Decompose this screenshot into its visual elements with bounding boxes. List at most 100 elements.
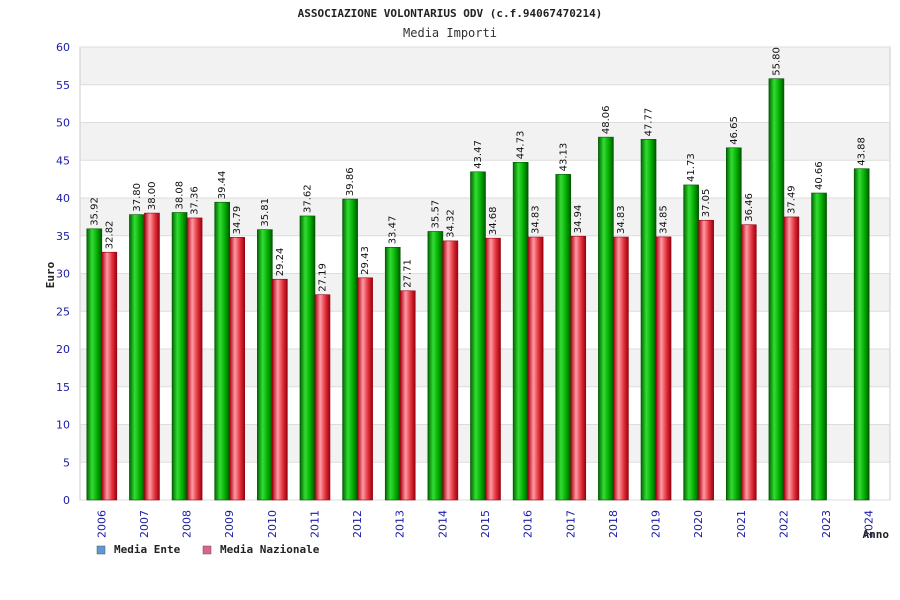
y-tick-label: 50 xyxy=(56,117,70,130)
y-tick-label: 15 xyxy=(56,381,70,394)
value-label: 47.77 xyxy=(644,108,655,137)
y-tick-label: 25 xyxy=(56,305,70,318)
bar-media-ente-2018 xyxy=(598,136,614,501)
x-axis-label: Anno xyxy=(863,528,890,541)
plot-band xyxy=(80,84,890,123)
value-label: 38.00 xyxy=(147,181,158,210)
value-label: 35.81 xyxy=(260,198,271,227)
bar-media-ente-2023 xyxy=(811,192,827,501)
value-label: 40.66 xyxy=(814,161,825,190)
x-tick-label: 2009 xyxy=(223,510,236,538)
bars xyxy=(86,78,870,501)
bar-media-nazionale-2015 xyxy=(485,237,501,501)
y-tick-label: 0 xyxy=(63,494,70,507)
x-tick-label: 2016 xyxy=(522,510,535,538)
y-tick-label: 40 xyxy=(56,192,70,205)
bar-media-nazionale-2009 xyxy=(229,237,246,501)
x-tick-label: 2019 xyxy=(650,510,663,538)
bar-media-ente-2011 xyxy=(299,215,316,501)
x-tick-label: 2018 xyxy=(607,510,620,538)
bar-media-nazionale-2019 xyxy=(655,236,672,501)
x-tick-label: 2022 xyxy=(777,510,790,538)
bar-media-ente-2019 xyxy=(640,139,657,501)
plot-band xyxy=(80,122,890,161)
x-tick-label: 2020 xyxy=(692,510,705,538)
bar-media-nazionale-2006 xyxy=(101,251,118,501)
value-label: 41.73 xyxy=(686,153,697,182)
x-tick-label: 2007 xyxy=(138,510,151,538)
value-label: 43.13 xyxy=(558,143,569,172)
x-tick-label: 2014 xyxy=(436,510,449,538)
bar-media-ente-2014 xyxy=(427,231,444,501)
bar-media-nazionale-2012 xyxy=(357,277,373,501)
bar-media-nazionale-2017 xyxy=(570,235,587,501)
value-label: 33.47 xyxy=(388,216,399,245)
bar-media-ente-2006 xyxy=(86,228,103,501)
value-label: 37.36 xyxy=(190,186,201,215)
value-label: 34.94 xyxy=(573,205,584,234)
bar-media-ente-2024 xyxy=(853,168,870,501)
value-label: 37.05 xyxy=(701,189,712,218)
x-tick-label: 2017 xyxy=(564,510,577,538)
legend-swatch-media-nazionale xyxy=(202,545,212,555)
bar-media-nazionale-2018 xyxy=(613,236,629,501)
bar-media-ente-2022 xyxy=(768,78,785,501)
chart-subtitle: Media Importi xyxy=(403,26,497,40)
bar-media-nazionale-2013 xyxy=(399,290,416,501)
y-tick-label: 10 xyxy=(56,419,70,432)
value-label: 29.43 xyxy=(360,246,371,275)
value-label: 37.62 xyxy=(302,184,313,213)
bar-media-ente-2012 xyxy=(342,198,358,501)
value-label: 29.24 xyxy=(275,248,286,277)
value-label: 35.57 xyxy=(430,200,441,229)
value-label: 55.80 xyxy=(771,47,782,76)
bar-media-nazionale-2020 xyxy=(698,219,714,501)
y-tick-label: 5 xyxy=(63,456,70,469)
y-tick-label: 60 xyxy=(56,41,70,54)
bar-media-nazionale-2007 xyxy=(144,212,160,501)
y-tick-label: 20 xyxy=(56,343,70,356)
bar-media-ente-2016 xyxy=(512,161,529,501)
bar-media-nazionale-2011 xyxy=(314,294,331,501)
legend-label-media-ente: Media Ente xyxy=(114,543,181,556)
x-tick-label: 2021 xyxy=(735,510,748,538)
y-tick-label: 55 xyxy=(56,79,70,92)
x-tick-label: 2010 xyxy=(266,510,279,538)
bar-media-nazionale-2021 xyxy=(740,224,757,501)
value-label: 44.73 xyxy=(516,131,527,160)
value-label: 34.85 xyxy=(659,205,670,234)
x-tick-label: 2006 xyxy=(95,510,108,538)
value-label: 34.79 xyxy=(232,206,243,235)
value-label: 43.47 xyxy=(473,140,484,169)
x-tick-label: 2013 xyxy=(394,510,407,538)
x-tick-label: 2024 xyxy=(863,510,876,538)
chart-title: ASSOCIAZIONE VOLONTARIUS ODV (c.f.940674… xyxy=(298,7,603,20)
value-label: 37.49 xyxy=(786,185,797,214)
plot-band xyxy=(80,47,890,85)
x-axis-ticks: 2006 2007 2008 2009 2010 2011 2012 2013 2014 2015… xyxy=(95,510,875,538)
x-tick-label: 2023 xyxy=(820,510,833,538)
value-label: 34.83 xyxy=(531,205,542,234)
bar-media-ente-2008 xyxy=(171,212,188,501)
value-label: 38.08 xyxy=(175,181,186,210)
y-tick-label: 45 xyxy=(56,154,70,167)
value-label: 34.68 xyxy=(488,207,499,236)
bar-media-ente-2007 xyxy=(129,214,145,501)
value-label: 46.65 xyxy=(729,116,740,145)
bar-media-ente-2021 xyxy=(725,147,742,501)
legend-swatch-media-ente xyxy=(96,545,106,555)
bar-media-ente-2009 xyxy=(214,201,231,501)
y-axis-ticks: 0 5 10 15 20 25 30 35 40 45 50 55 60 xyxy=(56,41,70,507)
bar-media-nazionale-2008 xyxy=(186,217,203,501)
y-tick-label: 35 xyxy=(56,230,70,243)
value-label: 27.71 xyxy=(403,259,414,288)
x-tick-label: 2008 xyxy=(181,510,194,538)
legend: Media Ente Media Nazionale xyxy=(96,543,320,556)
value-label: 39.44 xyxy=(217,171,228,200)
x-tick-label: 2011 xyxy=(308,510,321,538)
bar-media-nazionale-2022 xyxy=(783,216,800,501)
y-axis-label: Euro xyxy=(44,261,57,288)
y-tick-label: 30 xyxy=(56,268,70,281)
value-label: 48.06 xyxy=(601,106,612,135)
